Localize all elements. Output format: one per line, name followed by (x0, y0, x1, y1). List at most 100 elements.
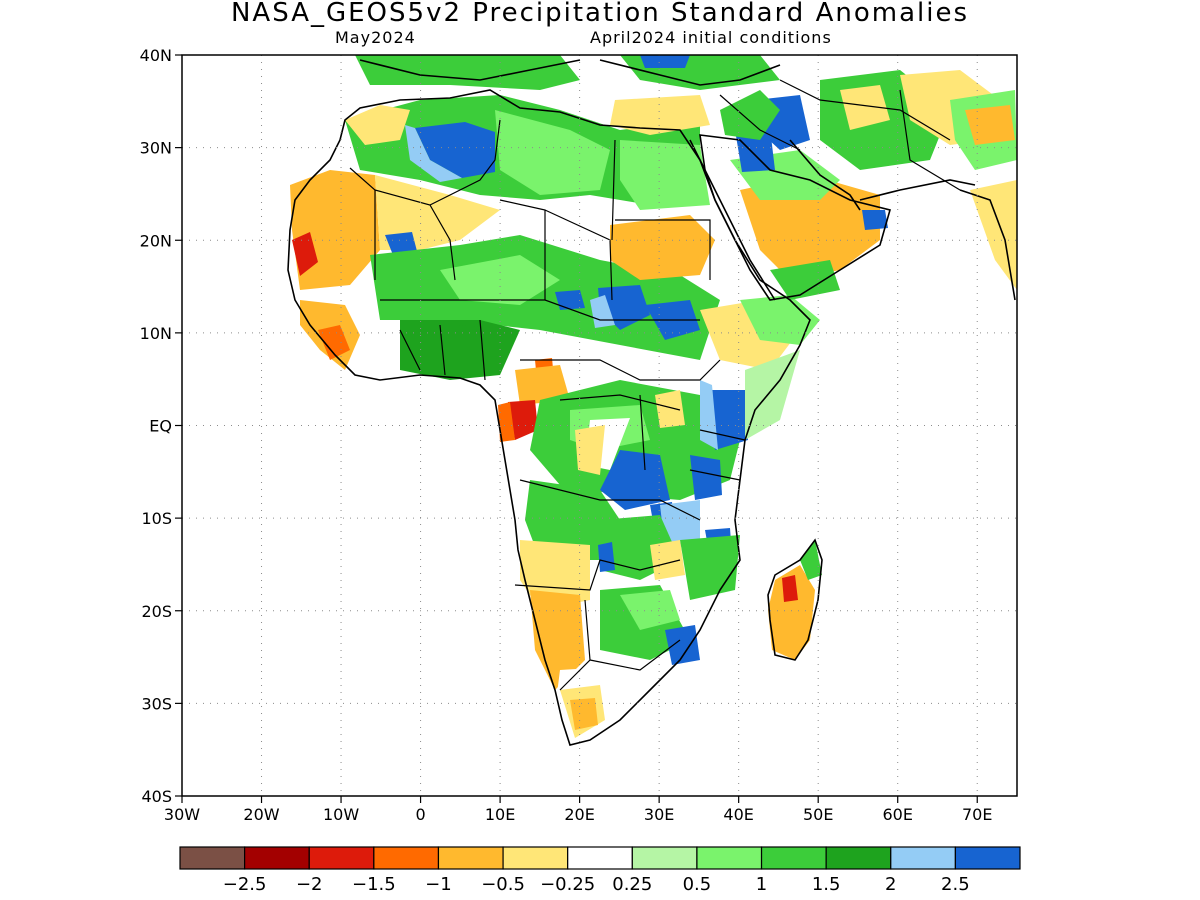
lon-label: 30E (644, 805, 674, 824)
colorbar-swatch (437, 846, 504, 870)
mozambique-blue (665, 625, 700, 665)
border (719, 79, 951, 151)
malawi-dry (650, 540, 685, 580)
india-dry (970, 180, 1017, 290)
cape-dry (570, 698, 598, 730)
colorbar-label: 2.5 (941, 874, 970, 895)
colorbar-swatch (890, 846, 956, 870)
colorbar-swatch (825, 846, 892, 870)
tanzania-blue-2 (690, 455, 722, 500)
border (519, 479, 701, 521)
map-title: NASA_GEOS5v2 Precipitation Standard Anom… (230, 0, 970, 28)
border (349, 119, 501, 281)
europe-coast (359, 59, 781, 86)
west-africa-light (375, 175, 500, 250)
arabia-dry (740, 175, 880, 280)
lat-label: 40S (141, 787, 172, 806)
colorbar-swatch (373, 846, 440, 870)
lon-label: 30W (164, 805, 200, 824)
border (399, 319, 486, 381)
lon-label: 40E (723, 805, 753, 824)
lat-label: 10S (141, 509, 172, 528)
mozambique-wet (680, 535, 740, 600)
lon-label: 10W (323, 805, 359, 824)
india-coastline (959, 189, 1016, 301)
colorbar-swatch (567, 846, 633, 870)
gabon-orange (498, 402, 515, 442)
colorbar-label: 0.5 (682, 874, 712, 895)
senegal-red (292, 232, 318, 276)
iraq-blue (735, 128, 775, 172)
colorbar-label: 0.25 (612, 874, 653, 895)
colorbar-label: −0.25 (540, 874, 596, 895)
persian-gulf (789, 139, 861, 211)
lat-label: 20N (140, 231, 172, 250)
border (559, 599, 681, 691)
kivu-dry (655, 390, 685, 428)
lat-label: 40N (140, 46, 172, 65)
lon-label: 10E (485, 805, 515, 824)
colorbar-label: −1.5 (351, 874, 396, 895)
lat-label: 30N (140, 139, 172, 158)
border (514, 559, 681, 591)
colorbar-swatch (954, 846, 1021, 870)
algeria-blue (415, 122, 495, 178)
gabon-red (508, 400, 538, 440)
iran-coast (859, 179, 976, 201)
guinea-red (318, 325, 350, 360)
namibia-dry (530, 590, 585, 690)
zimbabwe-light (620, 590, 680, 630)
red-sea (689, 139, 776, 301)
colorbar-label: −2.5 (222, 874, 267, 895)
levant-wet (720, 90, 780, 140)
sahara-light (495, 110, 610, 195)
madagascar-wet (800, 540, 822, 580)
lat-label: 20S (141, 602, 172, 621)
lon-label: 70E (962, 805, 992, 824)
colorbar-label: 1.5 (811, 874, 841, 895)
cameroon-dry (515, 365, 570, 405)
colorbar-label: −2 (295, 874, 323, 895)
egypt-light (620, 140, 710, 210)
ethiopia-light (740, 295, 820, 345)
colorbar-swatch (696, 846, 763, 870)
lon-label: 50E (803, 805, 833, 824)
colorbar-swatch (502, 846, 569, 870)
axis-ticks (175, 54, 978, 803)
madagascar-dry (768, 565, 815, 660)
colorbar-swatch (760, 846, 827, 870)
colorbar-label: 1 (755, 874, 768, 895)
border (380, 299, 700, 321)
colorbar-swatch (179, 846, 246, 870)
colorbar-swatch (244, 846, 310, 870)
tanzania-halo (660, 500, 700, 548)
initial-conditions: April2024 initial conditions (590, 28, 832, 47)
colorbar-swatch (631, 846, 698, 870)
africa-coastline (287, 89, 811, 746)
lon-label: 20W (243, 805, 279, 824)
lon-label: 0 (415, 805, 425, 824)
algeria-blue-halo (405, 125, 462, 182)
iran-dry (840, 85, 890, 130)
arabia-coastline (699, 134, 891, 301)
europe-wet (355, 55, 580, 90)
yemen-wet (770, 260, 840, 300)
aegean-blue (640, 55, 690, 68)
lat-label: 10N (140, 324, 172, 343)
forecast-month: May2024 (335, 28, 416, 47)
colorbar-label: 2 (885, 874, 897, 895)
sudan-dry (610, 215, 715, 280)
madagascar-coastline (767, 538, 823, 661)
zambia-blue (598, 542, 615, 572)
lat-label: 30S (141, 694, 172, 713)
country-borders (349, 79, 961, 691)
libya-dry (610, 95, 710, 135)
lon-label: 20E (564, 805, 594, 824)
lon-label: 60E (882, 805, 912, 824)
border (615, 219, 711, 280)
nigeria-dark (455, 325, 500, 355)
border (520, 359, 721, 381)
lon-labels: 30W 20W 10W 0 10E 20E 30E 40E 50E 60E 70E (164, 805, 993, 824)
tanzania-blue (600, 450, 670, 510)
somalia-light (745, 350, 800, 440)
